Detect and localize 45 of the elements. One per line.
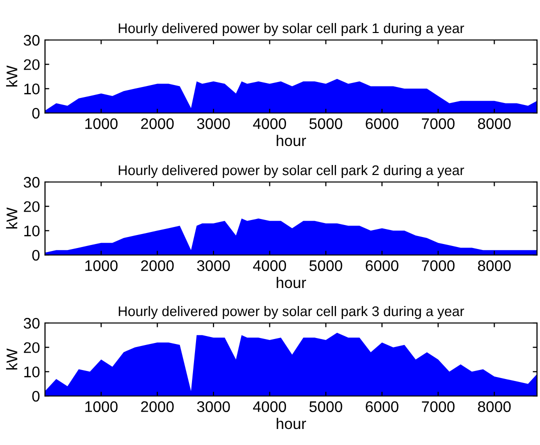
x-tick-label: 4000 <box>253 401 286 412</box>
chart-title: Hourly delivered power by solar cell park 3 during a year <box>118 306 464 319</box>
x-tick-label: 3000 <box>197 118 230 130</box>
x-tick-label: 1000 <box>85 401 118 412</box>
x-axis-title: hour <box>276 134 306 146</box>
chart-title: Hourly delivered power by solar cell park 1 during a year <box>118 22 464 36</box>
y-axis-title: kW <box>6 66 18 86</box>
x-tick-label: 8000 <box>478 260 511 272</box>
x-tick-label: 7000 <box>422 118 455 130</box>
x-tick-label: 8000 <box>478 118 511 130</box>
x-tick-label: 6000 <box>366 260 398 272</box>
x-tick-label: 3000 <box>197 260 230 272</box>
y-tick-label: 30 <box>24 318 40 329</box>
x-tick-label: 6000 <box>366 401 398 412</box>
y-axis-title: kW <box>6 348 18 370</box>
x-tick-label: 1000 <box>85 118 118 130</box>
x-tick-label: 7000 <box>422 401 455 412</box>
y-tick-label: 30 <box>24 34 40 46</box>
chart-title: Hourly delivered power by solar cell park 2 during a year <box>118 164 464 178</box>
x-tick-label: 2000 <box>141 118 174 130</box>
x-tick-label: 8000 <box>478 401 511 412</box>
x-axis-title: hour <box>276 276 306 288</box>
x-tick-label: 4000 <box>253 118 286 130</box>
y-tick-label: 20 <box>24 59 40 70</box>
x-tick-label: 6000 <box>366 118 398 130</box>
y-tick-label: 10 <box>24 366 40 378</box>
y-tick-label: 0 <box>32 250 40 261</box>
x-axis-title: hour <box>276 418 306 430</box>
y-tick-label: 20 <box>24 201 40 212</box>
x-tick-label: 4000 <box>253 260 286 272</box>
y-tick-label: 10 <box>24 84 40 94</box>
x-tick-label: 3000 <box>197 401 230 412</box>
y-tick-label: 30 <box>24 176 40 188</box>
x-tick-label: 7000 <box>422 260 455 272</box>
x-tick-label: 2000 <box>141 260 174 272</box>
y-tick-label: 10 <box>24 226 40 236</box>
y-axis-title: kW <box>6 208 18 228</box>
x-tick-label: 5000 <box>309 401 342 412</box>
x-tick-label: 1000 <box>85 260 118 272</box>
x-tick-label: 5000 <box>309 118 342 130</box>
y-tick-label: 0 <box>32 390 40 402</box>
x-tick-label: 5000 <box>309 260 342 272</box>
y-tick-label: 20 <box>24 342 40 354</box>
y-tick-label: 0 <box>32 108 40 119</box>
x-tick-label: 2000 <box>141 401 174 412</box>
